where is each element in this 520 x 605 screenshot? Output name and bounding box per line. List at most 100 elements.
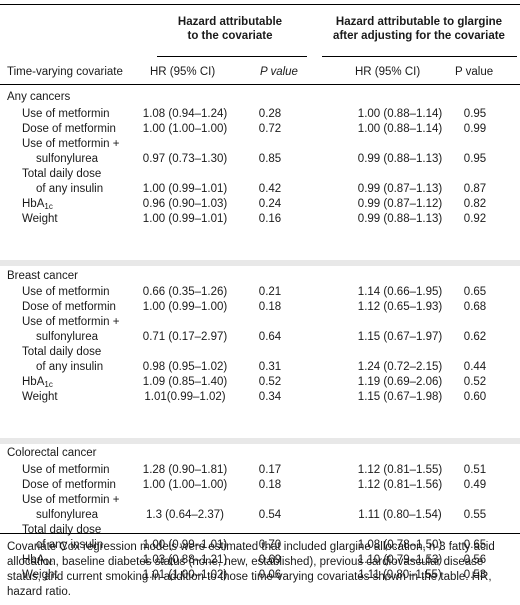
table-row: Total daily dose (0, 345, 520, 359)
p-value-covariate: 0.18 (258, 301, 282, 313)
row-label-subscript: 1c (44, 558, 53, 567)
hr-glargine-adjusted: 1.08 (0.78–1.50) (357, 539, 443, 551)
table-footnote: Covariate Cox regression models were est… (7, 541, 495, 598)
row-label: HbA1c (22, 553, 53, 570)
hr-glargine-adjusted: 1.11 (0.80–1.55) (358, 569, 442, 581)
hr-glargine-adjusted: 0.99 (0.87–1.12) (357, 198, 443, 210)
bottom-rule (0, 533, 520, 534)
p-value-glargine-adjusted: 0.65 (463, 286, 487, 298)
p-value-glargine-adjusted: 0.60 (463, 391, 487, 403)
hr-glargine-adjusted: 1.19 (0.69–2.06) (357, 376, 443, 388)
row-label: HbA1c (22, 375, 53, 392)
section-divider-2 (0, 438, 520, 444)
table-row: Dose of metformin 1.00 (1.00–1.00) 0.72 1.0… (0, 122, 520, 136)
section-title-breast-cancer: Breast cancer (7, 270, 78, 282)
p-value-covariate: 0.21 (258, 286, 282, 298)
p-value-covariate: 0.18 (258, 479, 282, 491)
hr-covariate: 1.08 (0.94–1.24) (142, 108, 228, 120)
hr-glargine-adjusted: 1.15 (0.67–1.97) (357, 331, 443, 343)
table-row-continuation: sulfonylurea 1.3 (0.64–2.37) 0.54 1.11 (0.8… (0, 508, 520, 522)
hr-covariate: 1.00 (0.99–1.00) (142, 301, 228, 313)
table-row: Use of metformin 0.66 (0.35–1.26) 0.21 1.14… (0, 285, 520, 299)
row-label: Total daily dose (22, 524, 102, 536)
row-label-continued: sulfonylurea (36, 331, 99, 343)
hr-covariate: 1.00 (1.00–1.00) (142, 123, 228, 135)
hr-covariate: 1.01(0.99–1.02) (144, 391, 226, 403)
p-value-covariate: 0.28 (258, 108, 282, 120)
p-value-glargine-adjusted: 0.99 (463, 123, 487, 135)
row-label-subscript: 1c (44, 202, 53, 211)
row-label-continued: sulfonylurea (36, 153, 99, 165)
p-value-covariate: 0.69 (258, 554, 282, 566)
table-row: Dose of metformin 1.00 (0.99–1.00) 0.18 1.1… (0, 300, 520, 314)
section-divider-1 (0, 260, 520, 266)
hr-glargine-adjusted: 1.12 (0.65–1.93) (357, 301, 443, 313)
table-row: HbA1c 1.09 (0.85–1.40) 0.52 1.19 (0.69–2.06… (0, 375, 520, 389)
row-label: Use of metformin + (22, 316, 120, 328)
table-row-continuation: of any insulin 0.98 (0.95–1.02) 0.31 1.24 (… (0, 360, 520, 374)
hr-covariate: 0.96 (0.90–1.03) (142, 198, 228, 210)
p-value-glargine-adjusted: 0.95 (463, 153, 487, 165)
hr-glargine-adjusted: 1.12 (0.81–1.55) (357, 464, 443, 476)
p1-header: P value (260, 66, 298, 78)
p-value-covariate: 0.42 (258, 183, 282, 195)
table-row-continuation: of any insulin 1.00 (0.99–1.01) 0.42 0.99 (… (0, 182, 520, 196)
hr-glargine-adjusted: 1.24 (0.72–2.15) (357, 361, 443, 373)
p-value-glargine-adjusted: 0.51 (463, 464, 487, 476)
hr-covariate: 0.66 (0.35–1.26) (142, 286, 228, 298)
p-value-covariate: 0.31 (258, 361, 282, 373)
row-label-subscript: 1c (44, 380, 53, 389)
table-row: Use of metformin + (0, 137, 520, 151)
section-title-any-cancers: Any cancers (7, 91, 71, 103)
row-label-continued: sulfonylurea (36, 509, 99, 521)
row-label-continued: of any insulin (36, 539, 104, 551)
table-row: Use of metformin + (0, 315, 520, 329)
row-label: Dose of metformin (22, 479, 116, 491)
table-row: HbA1c 0.96 (0.90–1.03) 0.24 0.99 (0.87–1.12… (0, 197, 520, 211)
p-value-covariate: 0.34 (258, 391, 282, 403)
table-row: Use of metformin + (0, 493, 520, 507)
p-value-glargine-adjusted: 0.49 (463, 479, 487, 491)
table-row-continuation: of any insulin 1.00 (0.99–1.01) 0.70 1.08 (… (0, 538, 520, 552)
p-value-glargine-adjusted: 0.52 (463, 376, 487, 388)
row-label: Weight (22, 391, 58, 403)
col-group-1-rule (157, 56, 307, 57)
hr-covariate: 1.00 (0.99–1.01) (142, 213, 228, 225)
table-row: Use of metformin 1.08 (0.94–1.24) 0.28 1.00… (0, 107, 520, 121)
row-label: Use of metformin (22, 286, 110, 298)
hr-covariate: 1.3 (0.64–2.37) (145, 509, 224, 521)
hr-covariate: 1.03 (0.88–1.21) (142, 554, 228, 566)
row-label: Use of metformin (22, 464, 110, 476)
row-label: Dose of metformin (22, 301, 116, 313)
p-value-covariate: 0.17 (258, 464, 282, 476)
p-value-glargine-adjusted: 0.44 (463, 361, 487, 373)
p-value-covariate: 0.72 (258, 123, 282, 135)
hr-glargine-adjusted: 1.11 (0.80–1.54) (358, 509, 442, 521)
hr-covariate: 1.00 (0.99–1.01) (142, 183, 228, 195)
row-label: Dose of metformin (22, 123, 116, 135)
hr-covariate: 1.00 (1.00–1.00) (142, 479, 228, 491)
col-group-1-line2: to the covariate (187, 30, 273, 42)
col-group-2-line1: Hazard attributable to glargine (335, 16, 503, 28)
p-value-glargine-adjusted: 0.95 (463, 108, 487, 120)
row-label: Total daily dose (22, 168, 102, 180)
hr-glargine-adjusted: 1.00 (0.88–1.14) (357, 123, 443, 135)
table-row: Total daily dose (0, 523, 520, 537)
table-row: Total daily dose (0, 167, 520, 181)
table-row: Use of metformin 1.28 (0.90–1.81) 0.17 1.12… (0, 463, 520, 477)
hr-glargine-adjusted: 0.99 (0.88–1.13) (357, 153, 443, 165)
row-header-label: Time-varying covariate (7, 66, 123, 78)
p-value-glargine-adjusted: 0.65 (463, 539, 487, 551)
row-label-text: HbA (22, 376, 45, 388)
row-label: Use of metformin + (22, 494, 120, 506)
hr-covariate: 0.97 (0.73–1.30) (142, 153, 228, 165)
header-rule (0, 84, 520, 85)
row-label: HbA1c (22, 197, 53, 214)
table-row-continuation: sulfonylurea 0.71 (0.17–2.97) 0.64 1.15 (0.… (0, 330, 520, 344)
section-title-colorectal-cancer: Colorectal cancer (7, 447, 97, 459)
table-row: Weight 1.01(0.99–1.02) 0.34 1.15 (0.67–1.98… (0, 390, 520, 404)
p-value-glargine-adjusted: 0.68 (463, 301, 487, 313)
hr-glargine-adjusted: 1.14 (0.66–1.95) (357, 286, 443, 298)
hr-covariate: 0.98 (0.95–1.02) (142, 361, 228, 373)
p-value-glargine-adjusted: 0.55 (463, 509, 487, 521)
